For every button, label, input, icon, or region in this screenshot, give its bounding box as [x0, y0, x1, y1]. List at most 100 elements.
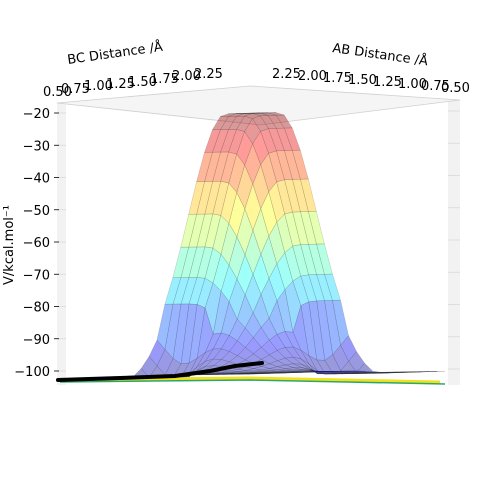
surface-patch [252, 130, 269, 165]
surface-patch [324, 273, 341, 301]
surface-patch [285, 363, 302, 368]
surface-patch [277, 347, 294, 359]
z-tick-label: −30 [23, 139, 50, 154]
surface-patch [284, 179, 301, 213]
surface-patch [245, 337, 262, 354]
surface-patch [349, 371, 366, 373]
top-pane [56, 85, 461, 126]
surface-patch [237, 327, 254, 348]
surface-patch [300, 350, 318, 371]
surface-patch [268, 263, 286, 301]
surface-patch [221, 301, 238, 336]
surface-patch [205, 372, 223, 374]
left-pane [57, 103, 66, 385]
surface-patch [253, 371, 270, 373]
surface-patch [237, 371, 254, 373]
surface-patch [197, 348, 214, 367]
surface-patch [188, 213, 205, 248]
bc-tick-label: 1.25 [106, 77, 135, 92]
x-axis-title: AB Distance /Å [331, 40, 429, 69]
surface-patch [357, 372, 374, 374]
surface-patch [268, 112, 285, 116]
surface-patch [293, 370, 310, 372]
surface-patch [164, 303, 182, 359]
surface-patch [276, 252, 293, 290]
ab-tick-label: 1.75 [323, 71, 352, 86]
surface-patch [332, 344, 349, 372]
surface-patch [317, 371, 334, 375]
surface-patch [244, 113, 261, 119]
surface-patch [308, 300, 325, 361]
surface-patch [213, 332, 230, 350]
surface-patch [300, 211, 317, 245]
y-axis-ticks: 0.500.751.001.251.501.752.002.25 [43, 67, 223, 100]
surface-patch [196, 213, 213, 248]
surface-patch [213, 359, 230, 367]
surface-patch [172, 303, 190, 364]
z-tick-label: −90 [23, 333, 50, 348]
surface-patch [277, 364, 294, 369]
surface-patch [300, 358, 318, 374]
surface-patch [228, 278, 246, 320]
surface-patch [244, 273, 262, 314]
surface-patch [220, 116, 237, 130]
surface-patch [309, 370, 326, 373]
surface-patch [213, 372, 230, 374]
ab-tick-label: 0.75 [421, 79, 450, 94]
surface-patch [340, 361, 357, 374]
surface-patch [252, 112, 269, 116]
surface-patch [196, 277, 214, 309]
surface-patch [245, 370, 262, 373]
surface-patch [180, 277, 198, 305]
ab-tick-label: 1.00 [398, 77, 427, 92]
surface-patch [325, 371, 342, 375]
surface-patch [293, 356, 310, 368]
surface-patch [316, 359, 334, 374]
surface-patch [268, 334, 286, 351]
bc-tick-label: 2.00 [172, 69, 201, 84]
surface-patch [260, 191, 277, 237]
bc-tick-label: 2.25 [194, 67, 223, 82]
z-tick-label: −80 [23, 301, 50, 316]
surface-patch [213, 348, 230, 360]
surface-patch [188, 246, 206, 278]
surface-patch [261, 368, 278, 371]
bc-tick-label: 1.75 [150, 72, 179, 87]
surface-patch [204, 213, 221, 249]
surface-patch [276, 289, 294, 333]
surface-patch [316, 274, 333, 301]
surface-patch [189, 352, 206, 374]
surface-patch [292, 244, 309, 277]
surface-patch [293, 363, 310, 370]
surface-patch [284, 127, 301, 151]
surface-patch [212, 129, 229, 153]
surface-patch [236, 131, 253, 166]
surface-patch [205, 332, 222, 353]
ab-tick-label: 2.25 [272, 67, 301, 82]
surface-patch [229, 372, 247, 374]
surface-patch [284, 346, 302, 360]
surface-patch [261, 339, 278, 355]
surface-patch [333, 371, 350, 373]
surface-patch [293, 367, 310, 371]
surface-patch [325, 371, 342, 373]
bc-tick-label: 0.50 [43, 85, 72, 100]
surface-patch [316, 370, 333, 374]
surface-patch [236, 113, 253, 117]
surface-patch [252, 164, 269, 209]
surface-patch [364, 370, 381, 373]
ab-tick-label: 1.50 [348, 73, 377, 88]
surface-patch [212, 151, 229, 182]
surface-patch [348, 351, 365, 373]
surface-patch [180, 246, 197, 278]
surface-patch [268, 128, 285, 152]
surface-patch [276, 179, 293, 215]
surface-patch [276, 114, 293, 129]
z-axis-ticks: −100 −90 −80 −70 −60 −50 −40 −30 −20 [14, 107, 59, 380]
surface-patch [204, 181, 221, 215]
right-pane [448, 100, 460, 385]
surface-patch [229, 369, 246, 372]
surface-patch [285, 369, 302, 372]
bc-tick-label: 1.50 [128, 75, 157, 90]
